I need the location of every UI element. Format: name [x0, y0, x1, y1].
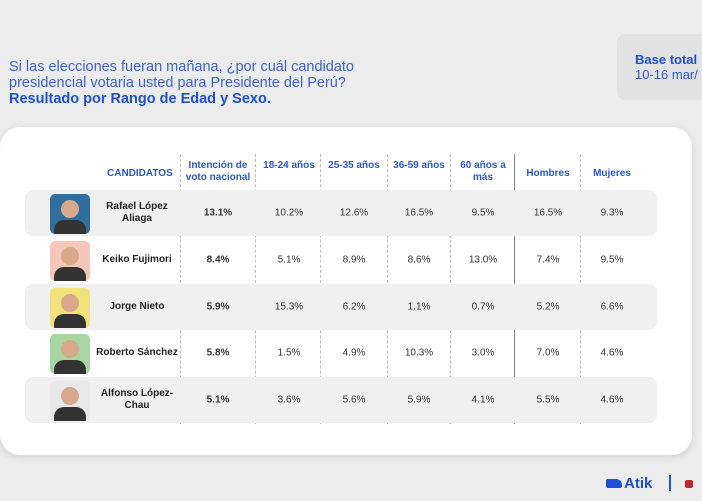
cell-value: 13.1% [203, 207, 233, 219]
candidate-name: Alfonso López-Chau [100, 388, 174, 411]
base-label: Base total [635, 52, 698, 67]
column-header: 25-35 años [328, 160, 380, 171]
cell-value: 1.1% [407, 301, 431, 313]
cell-value: 5.5% [536, 394, 560, 406]
title-line-2: presidencial votaria usted para Presiden… [9, 75, 346, 91]
table-row: Roberto Sánchez 5.8% 1.5% 4.9% 10.3% 3.0% 7.0%… [25, 330, 657, 376]
cell-value: 13.0% [468, 254, 498, 266]
column-header: 18-24 años [263, 160, 315, 171]
cell-value: 12.6% [339, 207, 369, 219]
cell-value: 8.4% [206, 254, 230, 266]
cell-value: 9.5% [471, 207, 495, 219]
cell-value: 10.2% [274, 207, 304, 219]
cell-value: 7.0% [536, 347, 560, 359]
cell-value: 4.6% [600, 347, 624, 359]
cell-value: 4.6% [600, 394, 624, 406]
table-row: Jorge Nieto 5.9% 15.3% 6.2% 1.1% 0.7% 5.2% 6.6% [25, 284, 657, 330]
atik-logo: Atik [606, 475, 693, 492]
subtitle: Resultado por Rango de Edad y Sexo. [9, 91, 271, 107]
cell-value: 3.0% [471, 347, 495, 359]
cell-value: 5.2% [536, 301, 560, 313]
candidate-photo [50, 194, 90, 234]
candidate-photo [50, 381, 90, 421]
cell-value: 8.6% [407, 254, 431, 266]
column-header: CANDIDATOS [107, 168, 173, 179]
title-line-1: Si las elecciones fueran mañana, ¿por cu… [9, 59, 354, 75]
cell-value: 7.4% [536, 254, 560, 266]
cell-value: 16.5% [533, 207, 563, 219]
base-info: Base total 10-16 mar/ [617, 34, 702, 100]
column-header: Intención de voto nacional [185, 160, 251, 183]
cell-value: 5.1% [277, 254, 301, 266]
candidate-photo [50, 241, 90, 281]
cell-value: 10.3% [404, 347, 434, 359]
cell-value: 6.2% [342, 301, 366, 313]
candidate-name: Keiko Fujimori [102, 254, 172, 265]
cell-value: 5.9% [407, 394, 431, 406]
candidate-photo [50, 288, 90, 328]
cell-value: 4.1% [471, 394, 495, 406]
cell-value: 9.3% [600, 207, 624, 219]
candidate-name: Roberto Sánchez [96, 347, 178, 358]
column-header: Hombres [526, 168, 570, 179]
cell-value: 4.9% [342, 347, 366, 359]
cell-value: 1.5% [277, 347, 301, 359]
cell-value: 16.5% [404, 207, 434, 219]
cell-value: 5.9% [206, 301, 230, 313]
table-row: Rafael López Aliaga 13.1% 10.2% 12.6% 16.5% 9… [25, 190, 657, 236]
table-row: Keiko Fujimori 8.4% 5.1% 8.9% 8.6% 13.0% 7.4% 9… [25, 237, 657, 283]
cell-value: 5.8% [206, 347, 230, 359]
table-row: Alfonso López-Chau 5.1% 3.6% 5.6% 5.9% 4.1% 5.… [25, 377, 657, 423]
column-header: Mujeres [593, 168, 631, 179]
cell-value: 5.1% [206, 394, 230, 406]
column-header: 36-59 años [393, 160, 445, 171]
candidate-name: Jorge Nieto [109, 301, 165, 312]
candidate-name: Rafael López Aliaga [106, 201, 168, 224]
cell-value: 0.7% [471, 301, 495, 313]
cell-value: 8.9% [342, 254, 366, 266]
base-date: 10-16 mar/ [635, 67, 698, 82]
page-title: Si las elecciones fueran mañana, ¿por cu… [9, 59, 354, 107]
cell-value: 5.6% [342, 394, 366, 406]
partner-logo-icon [684, 480, 693, 488]
column-header: 60 años a más [460, 160, 506, 183]
cell-value: 6.6% [600, 301, 624, 313]
cell-value: 3.6% [277, 394, 301, 406]
brand-name: Atik [624, 475, 653, 492]
cell-value: 15.3% [274, 301, 304, 313]
cell-value: 9.5% [600, 254, 624, 266]
candidate-photo [50, 334, 90, 374]
